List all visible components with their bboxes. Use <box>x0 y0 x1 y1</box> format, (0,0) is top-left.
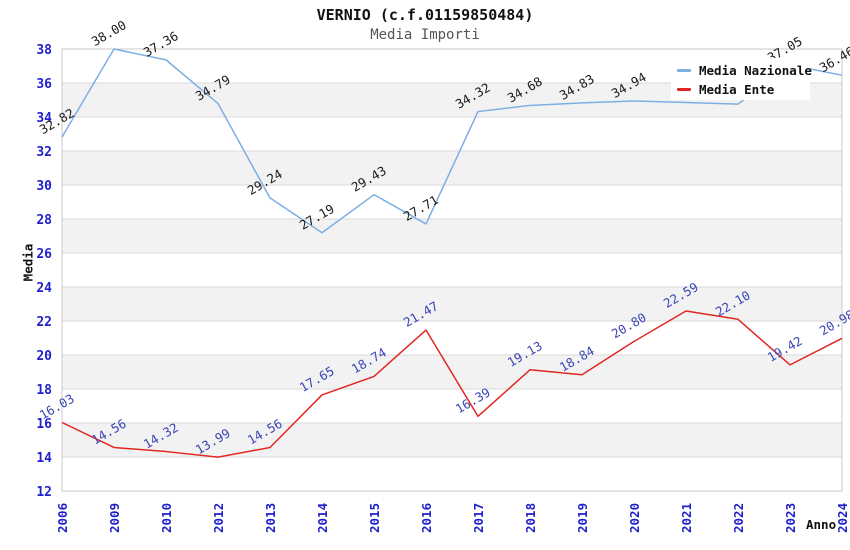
x-tick-label: 2009 <box>107 503 122 533</box>
chart-title: VERNIO (c.f.01159850484) <box>316 6 534 24</box>
y-axis-title: Media <box>20 243 36 282</box>
y-tick-label: 26 <box>36 247 52 262</box>
x-tick-label: 2023 <box>783 503 798 533</box>
x-tick-label: 2010 <box>159 503 174 533</box>
y-tick-label: 20 <box>36 349 52 364</box>
media-ente-line-swatch <box>677 88 691 91</box>
y-tick-label: 18 <box>36 383 52 398</box>
x-tick-label: 2014 <box>315 503 330 533</box>
x-tick-label: 2017 <box>471 503 486 533</box>
x-tick-label: 2016 <box>419 503 434 533</box>
plot-border <box>61 48 843 492</box>
chart-subtitle: Media Importi <box>370 27 480 43</box>
legend-label: Media Ente <box>699 82 775 97</box>
y-tick-label: 14 <box>36 451 52 466</box>
media-nazionale-line-swatch <box>677 69 691 72</box>
y-tick-label: 30 <box>36 179 52 194</box>
plot-band <box>62 219 842 253</box>
x-tick-label: 2022 <box>731 503 746 533</box>
y-tick-label: 28 <box>36 213 52 228</box>
x-tick-label: 2019 <box>575 503 590 533</box>
y-tick-label: 36 <box>36 77 52 92</box>
legend: Media Nazionale Media Ente <box>671 58 812 100</box>
x-tick-label: 2013 <box>263 503 278 533</box>
x-tick-label: 2021 <box>679 503 694 533</box>
series-line-media-nazionale <box>61 48 843 234</box>
y-tick-label: 38 <box>36 43 52 58</box>
x-tick-label: 2006 <box>55 503 70 533</box>
y-tick-label: 34 <box>36 111 52 126</box>
x-tick-label: 2012 <box>211 503 226 533</box>
x-tick-label: 2018 <box>523 503 538 533</box>
x-tick-label: 2024 <box>835 503 850 533</box>
x-tick-label: 2015 <box>367 503 382 533</box>
y-tick-label: 16 <box>36 417 52 432</box>
y-tick-label: 24 <box>36 281 52 296</box>
x-tick-label: 2020 <box>627 503 642 533</box>
series-line-media-ente <box>61 310 843 458</box>
legend-item-media-nazionale: Media Nazionale <box>677 61 812 80</box>
legend-label: Media Nazionale <box>699 63 812 78</box>
legend-item-media-ente: Media Ente <box>677 80 810 99</box>
y-tick-label: 22 <box>36 315 52 330</box>
y-tick-label: 12 <box>36 485 52 500</box>
y-tick-label: 32 <box>36 145 52 160</box>
plot-band <box>62 423 842 457</box>
data-label: 36.46 <box>817 43 850 75</box>
x-axis-title: Anno <box>806 517 837 532</box>
